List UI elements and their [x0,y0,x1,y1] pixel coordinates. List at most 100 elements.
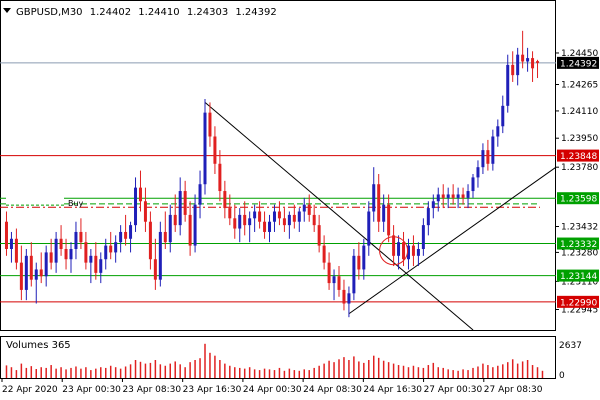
candle [148,211,152,270]
candle-body [536,61,540,63]
candle [526,47,530,72]
candle-body [198,184,202,205]
candle [84,231,88,270]
time-tick-label: 27 Apr 00:30 [424,385,483,395]
candle [223,180,227,219]
candle-body [168,214,172,243]
descending-trendline [204,102,474,331]
candle [253,204,257,232]
candle [9,231,13,263]
collapse-triangle-icon[interactable] [3,8,11,13]
candle-body [213,136,217,164]
candle-body [34,269,38,280]
candle-body [129,225,133,239]
candle-body [89,255,93,263]
candle [297,208,301,232]
candle-body [327,262,331,284]
candle [461,187,465,205]
candle-body [44,252,48,277]
candle-body [476,167,480,178]
candle [64,238,68,270]
price-tick-label: 1.23780 [561,163,598,173]
candle-body [64,249,68,260]
candle-body [119,231,123,243]
candle-body [268,221,272,232]
candle [168,204,172,253]
candle-body [382,204,386,222]
price-tag [557,295,599,308]
candle-body [193,204,197,246]
candle [183,180,187,222]
candle-body [49,252,53,263]
candle [34,262,38,304]
candle [287,211,291,239]
candle [431,194,435,219]
candle-body [436,194,440,202]
candle-body [491,136,495,164]
trendlines [204,102,557,331]
candle-body [24,255,28,290]
candle-body [114,242,118,253]
candle-body [501,105,505,127]
candle-body [347,293,351,304]
candle-body [19,262,23,290]
candle [342,279,346,311]
time-tick-label: 22 Apr 2020 [2,385,58,395]
candle-body [426,208,430,226]
candle-body [302,204,306,212]
ascending-trendline [348,166,557,315]
open-value: 1.24402 [90,7,131,18]
candle [89,249,93,284]
candle-body [451,194,455,198]
candle [446,187,450,209]
candle-body [297,211,301,222]
candle [243,201,247,236]
candle-body [377,184,381,222]
candles [4,30,540,318]
candle [124,214,128,246]
candle [491,129,495,171]
candle-body [352,255,356,294]
candle-body [14,238,18,263]
candle-body [317,225,321,246]
candle-body [332,276,336,284]
candle [99,252,103,284]
symbol-label: GBPUSD,M30 [16,7,83,18]
candle [153,238,157,290]
price-tag-label: 1.22990 [560,298,597,308]
candle-body [188,214,192,246]
low-value: 1.24303 [187,7,228,18]
candle [59,225,63,256]
candle-body [282,218,286,226]
svg-text:GBPUSD,M30 1.24402: GBPUSD,M30 1.24402 1.24410 1.24303 1.243… [16,7,277,18]
candle [24,249,28,301]
price-tick-label: 1.24265 [561,81,598,91]
candle-body [143,201,147,222]
candle [258,201,262,229]
candle [387,194,391,243]
price-tick-label: 1.24110 [561,107,598,117]
candle-body [516,54,520,76]
candle-body [486,150,490,164]
candle [516,47,520,86]
volume-bars [5,343,544,378]
candle [158,221,162,287]
candle [322,235,326,270]
candle [506,54,510,113]
candle [436,187,440,212]
candle-body [511,64,515,76]
time-tick-label: 23 Apr 16:30 [183,385,242,395]
candle [352,249,356,301]
candle [138,170,142,212]
candle-body [466,191,470,198]
candle [421,218,425,256]
candle-body [253,211,257,219]
candle-body [94,255,98,273]
candle [134,177,138,232]
candle [411,235,415,267]
candle [19,245,23,301]
candle [143,187,147,232]
candle-body [397,242,401,256]
candle-body [248,218,252,226]
